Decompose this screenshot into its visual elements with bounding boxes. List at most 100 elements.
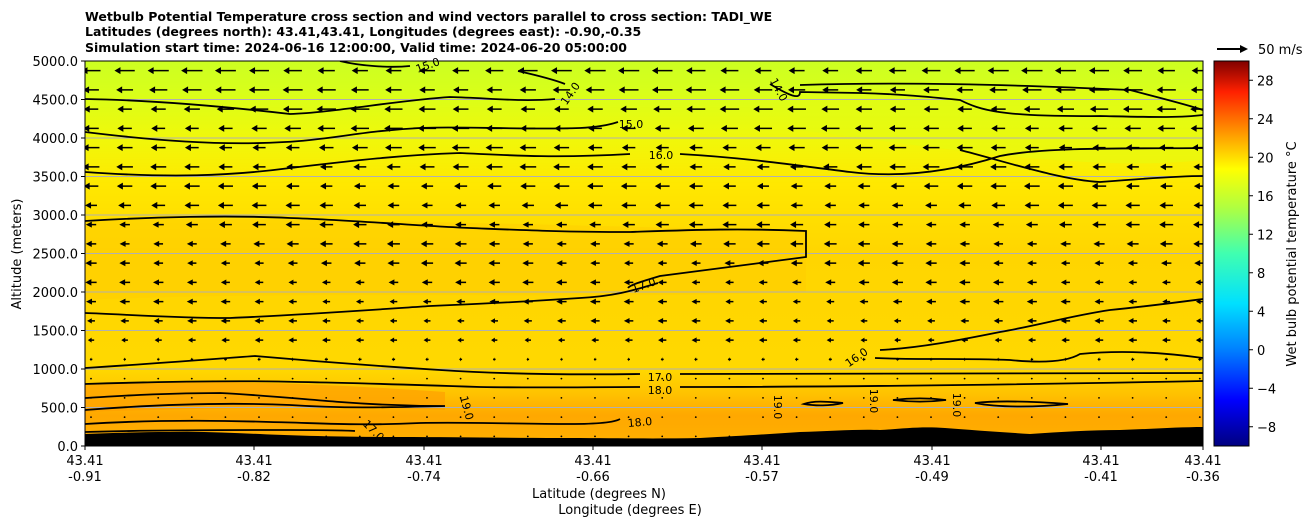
- wind-vector: [687, 124, 704, 132]
- wind-vector: [762, 416, 764, 419]
- wind-vector: [353, 240, 367, 248]
- contour-label: 16.0: [649, 149, 674, 162]
- wind-vector: [1198, 396, 1201, 399]
- wind-vector: [560, 357, 563, 362]
- wind-vector: [456, 298, 466, 305]
- wind-vector: [657, 260, 667, 266]
- wind-vector: [459, 357, 463, 362]
- wind-vector: [114, 67, 135, 75]
- wind-vector: [217, 201, 233, 209]
- wind-vector: [727, 357, 732, 362]
- colorbar: [1213, 60, 1250, 447]
- wind-vector: [959, 298, 970, 305]
- wind-vector: [694, 377, 697, 380]
- wind-vector: [123, 377, 126, 380]
- wind-vector: [694, 396, 697, 399]
- wind-vector: [355, 298, 364, 305]
- wind-vector: [889, 105, 906, 113]
- wind-vector: [620, 105, 637, 113]
- wind-vector: [930, 377, 932, 380]
- wind-vector: [358, 416, 361, 419]
- wind-vector: [923, 182, 939, 190]
- wind-vector: [253, 240, 265, 248]
- wind-vector: [1094, 279, 1104, 286]
- wind-vector: [519, 86, 536, 94]
- wind-vector: [922, 144, 940, 152]
- wind-vector: [1124, 124, 1141, 132]
- wind-vector: [1165, 377, 1168, 380]
- wind-vector: [157, 377, 160, 380]
- wind-vector: [1058, 163, 1073, 171]
- wind-vector: [756, 240, 770, 248]
- wind-vector: [756, 221, 770, 229]
- contour-16-lower: [879, 298, 1203, 351]
- wind-vector: [557, 318, 566, 324]
- wind-vector: [493, 396, 496, 399]
- wind-vector: [762, 396, 764, 399]
- wind-vector: [1190, 86, 1203, 94]
- wind-vector: [694, 357, 698, 362]
- wind-vector: [258, 416, 260, 419]
- wind-vector: [1026, 298, 1037, 305]
- contour-16-upper: [85, 147, 1203, 177]
- wind-vector: [960, 318, 969, 324]
- wind-vector: [1131, 396, 1134, 399]
- wind-vector: [627, 357, 630, 362]
- wind-vector: [891, 202, 904, 209]
- colorbar-tick-label: −8: [1257, 421, 1276, 436]
- wind-vector: [857, 259, 870, 267]
- wind-vector: [589, 279, 601, 286]
- wind-vector: [721, 48, 738, 55]
- wind-vector: [419, 163, 435, 171]
- wind-vector: [1064, 396, 1067, 399]
- wind-vector: [1098, 416, 1100, 419]
- wind-vector: [151, 124, 166, 132]
- wind-vector: [1156, 105, 1176, 113]
- contour-15-top: [339, 61, 566, 85]
- quiver-key-arrowhead: [1240, 45, 1248, 53]
- wind-vector: [959, 240, 970, 247]
- wind-vector: [220, 260, 230, 266]
- contour-label: 19.0: [457, 394, 476, 421]
- wind-vector: [893, 318, 902, 324]
- wind-vector: [590, 240, 600, 247]
- wind-vector: [627, 396, 630, 399]
- wind-vector: [860, 337, 868, 343]
- wind-vector: [829, 416, 832, 419]
- x-tick-lat: 43.41: [1184, 454, 1221, 469]
- wind-vector: [589, 298, 601, 305]
- wind-vector: [387, 202, 400, 209]
- wind-vector: [325, 377, 328, 380]
- wind-vector: [1198, 416, 1201, 419]
- wind-vector: [594, 396, 596, 399]
- wind-vector: [152, 221, 164, 228]
- wind-vector: [657, 279, 667, 286]
- wind-vector: [288, 337, 297, 343]
- wind-vector: [220, 240, 231, 247]
- wind-vector: [351, 67, 368, 75]
- wind-vector: [787, 124, 806, 132]
- wind-vector: [1060, 240, 1071, 247]
- wind-vector: [291, 377, 294, 380]
- wind-vector: [658, 337, 667, 343]
- wind-vector: [454, 182, 468, 190]
- wind-vector: [587, 144, 603, 152]
- wind-vector: [459, 416, 462, 419]
- wind-vector: [90, 416, 92, 419]
- wind-vector: [1193, 201, 1203, 209]
- wind-vector: [889, 86, 905, 94]
- contour-label: 18.0: [648, 384, 673, 397]
- wind-vector: [790, 259, 803, 267]
- wind-vector: [725, 298, 734, 305]
- wind-vector: [1022, 86, 1042, 94]
- x-axis: 43.41-0.9143.41-0.8243.41-0.7443.41-0.66…: [66, 446, 1222, 485]
- wind-vector: [151, 201, 166, 209]
- wind-vector: [491, 337, 498, 343]
- wind-vector: [319, 240, 333, 248]
- wind-vector: [248, 86, 270, 94]
- x-tick-lon: -0.57: [745, 470, 779, 485]
- wind-vector: [121, 337, 128, 343]
- wind-vector: [119, 298, 130, 305]
- wind-vector: [150, 144, 166, 152]
- wind-vector: [353, 202, 367, 209]
